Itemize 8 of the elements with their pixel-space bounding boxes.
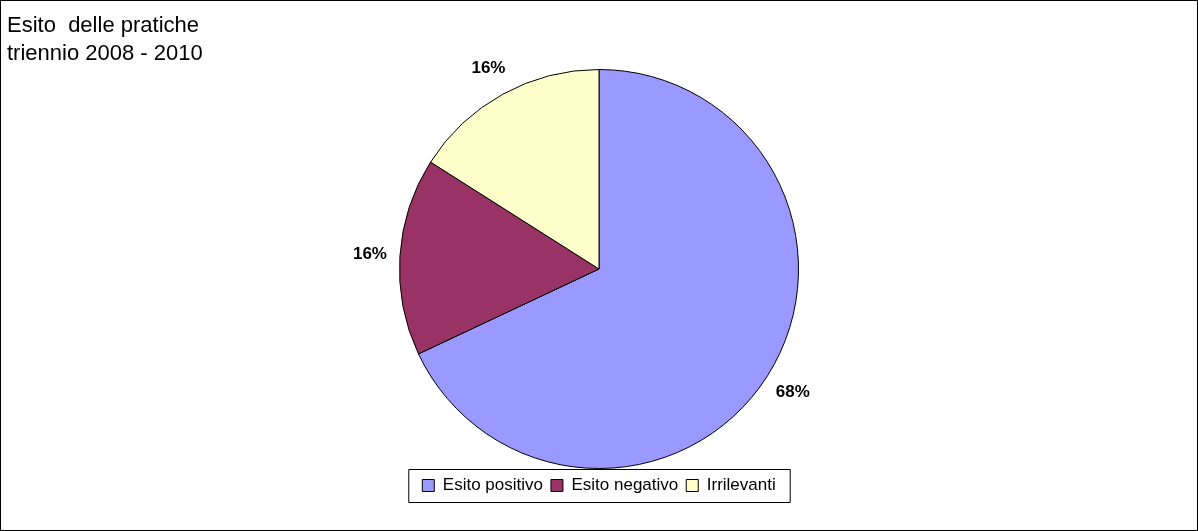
data-label: 16% bbox=[471, 57, 506, 77]
text: Esito delle pratiche bbox=[7, 11, 200, 39]
legend-label: Esito positivo bbox=[442, 475, 543, 495]
data-label: 16% bbox=[352, 244, 387, 264]
text: triennio 2008 - 2010 bbox=[7, 39, 203, 67]
legend-label: Esito negativo bbox=[571, 475, 679, 495]
data-label: 68% bbox=[775, 381, 810, 401]
legend-label: Irrilevanti bbox=[706, 475, 776, 495]
